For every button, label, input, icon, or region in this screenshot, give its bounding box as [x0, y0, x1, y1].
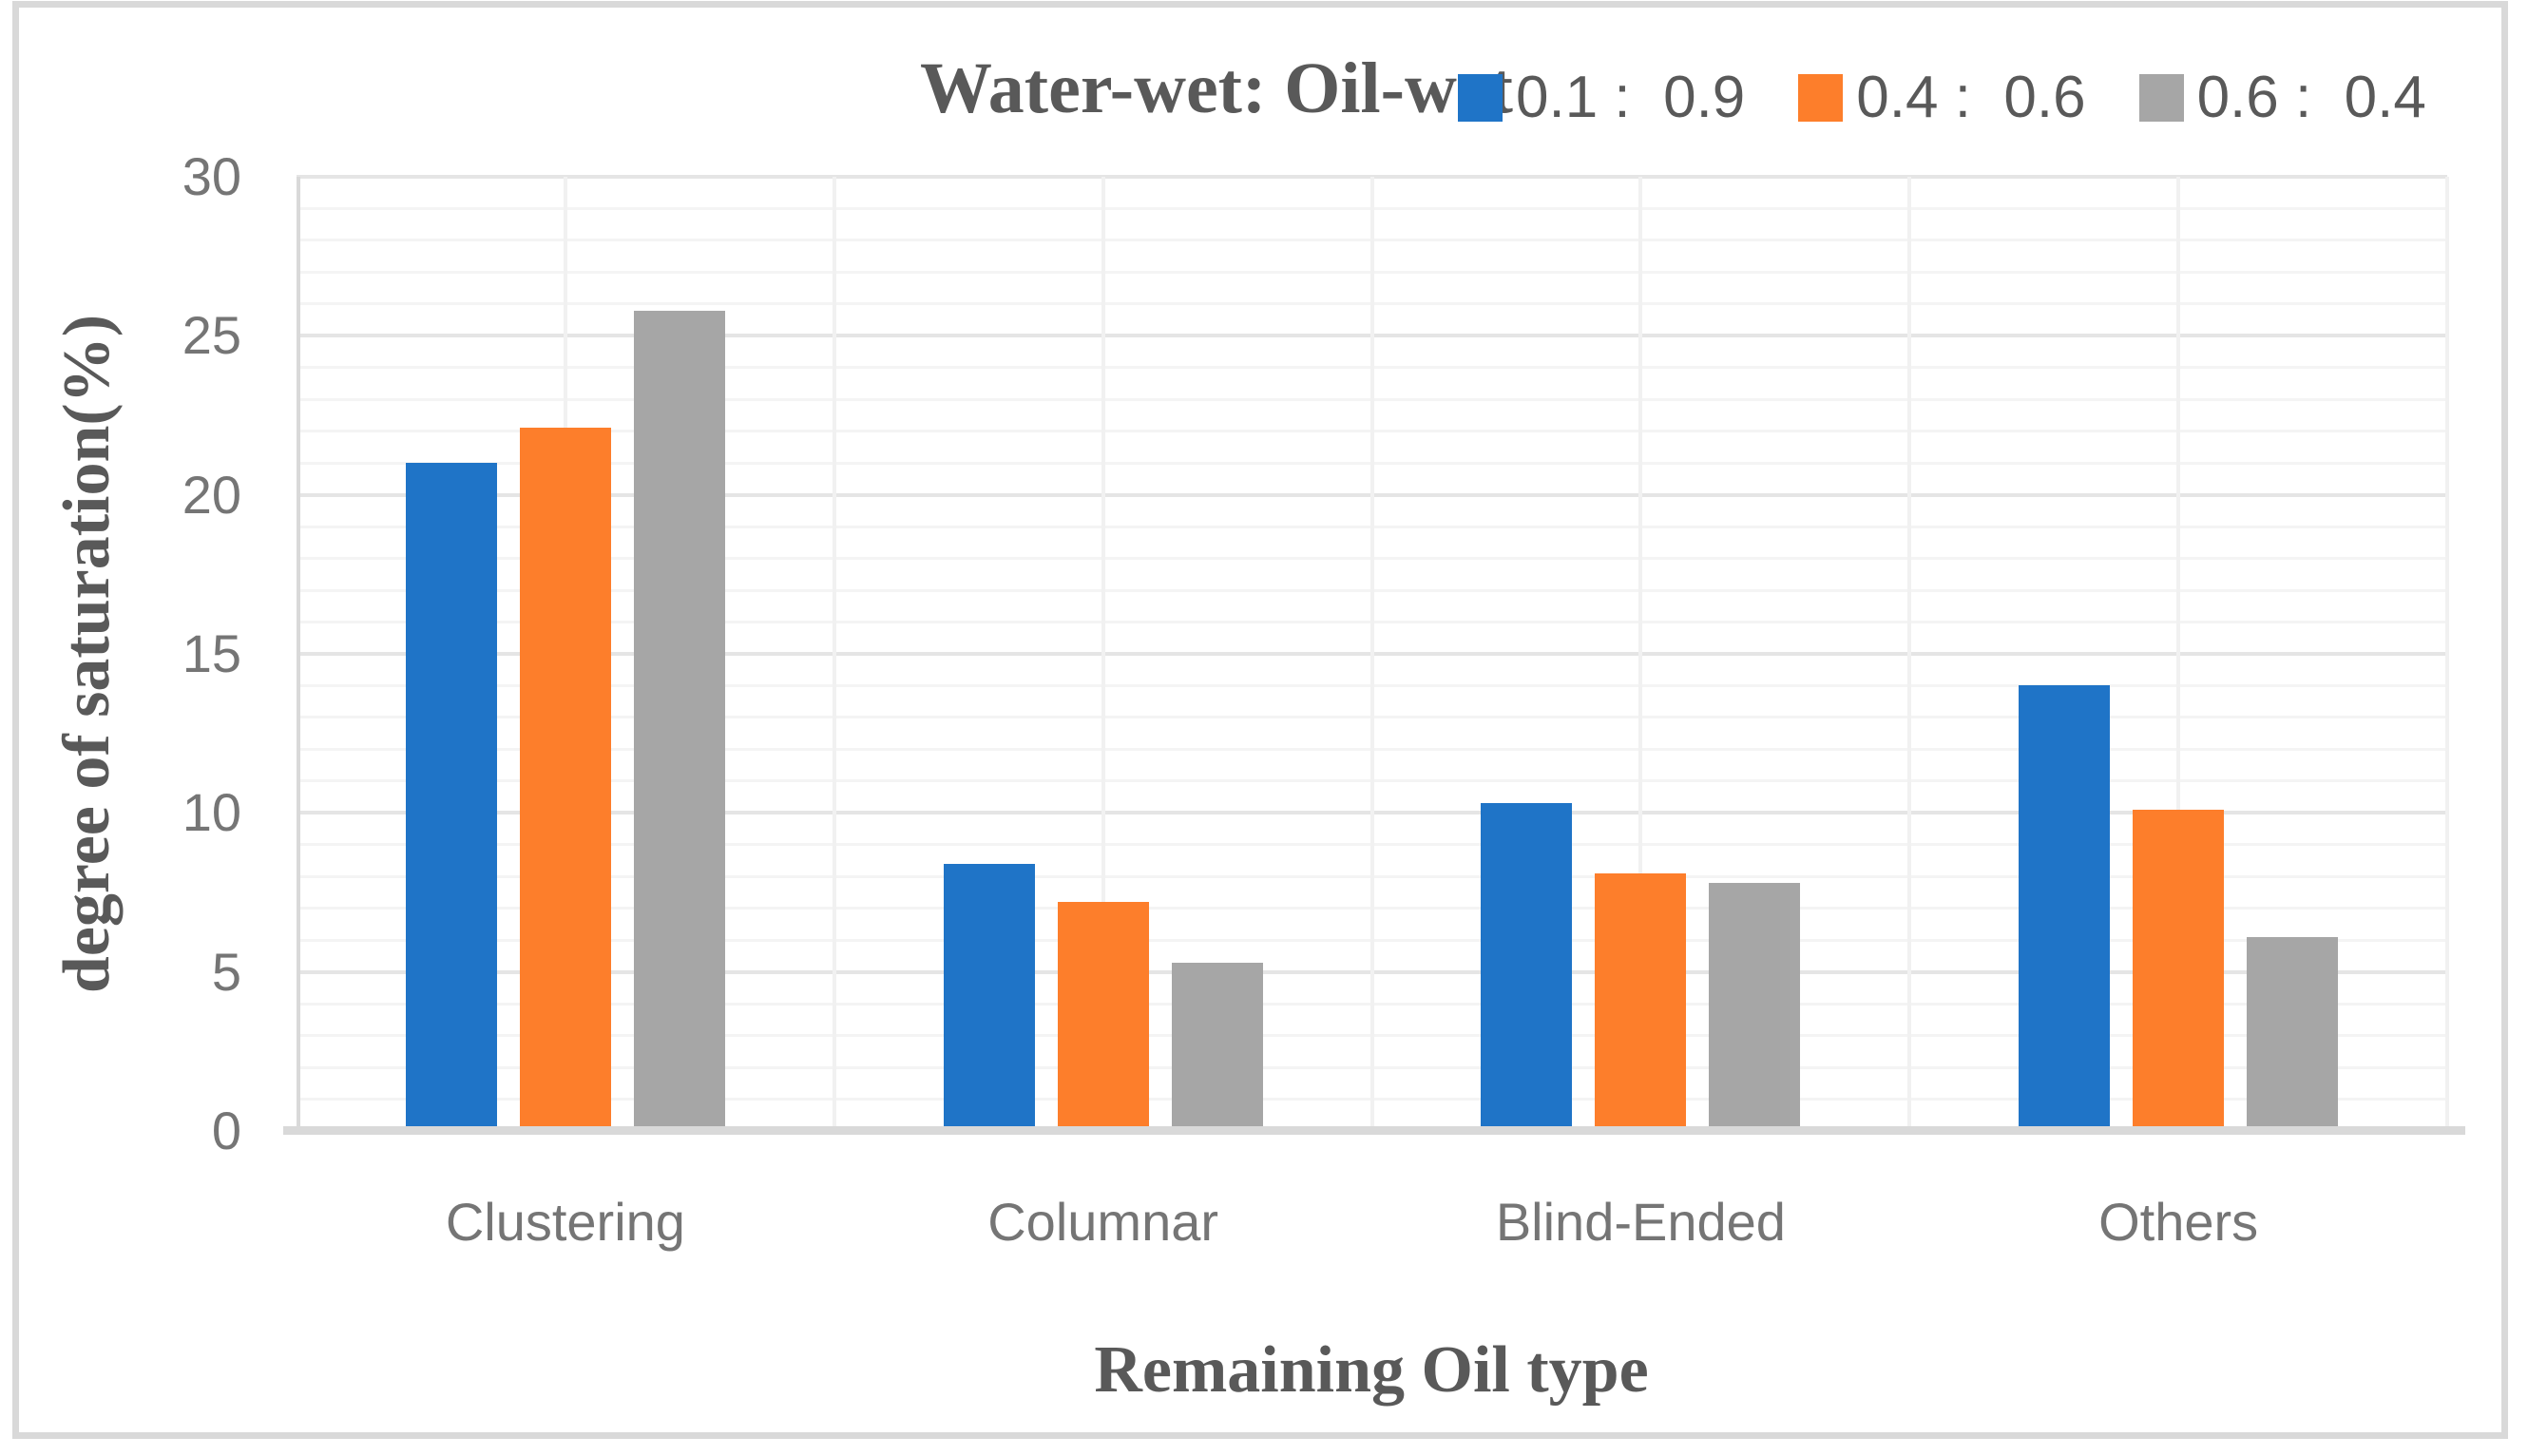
gray-square-swatch-icon — [2138, 74, 2184, 122]
legend-label-series-1: 0.1 : 0.9 — [1516, 65, 1746, 130]
x-category-label-clustering: Clustering — [445, 1192, 685, 1252]
legend-item-series-2: 0.4 : 0.6 — [1798, 65, 2086, 130]
bar-clustering-series-3 — [633, 310, 725, 1131]
legend: 0.1 : 0.9 0.4 : 0.6 0.6 : 0.4 — [1458, 68, 2426, 127]
y-tick-label-5: 5 — [211, 941, 241, 1002]
v-gridline — [1101, 177, 1105, 1131]
bar-columnar-series-3 — [1171, 962, 1263, 1131]
y-tick-label-15: 15 — [182, 623, 241, 683]
v-gridline — [2176, 177, 2181, 1131]
legend-item-series-3: 0.6 : 0.4 — [2138, 65, 2426, 130]
v-gridline — [1638, 177, 1643, 1131]
plot-right-border — [2445, 177, 2449, 1131]
x-category-label-columnar: Columnar — [987, 1192, 1219, 1252]
x-axis-line — [283, 1126, 2465, 1135]
v-gridline — [1907, 177, 1912, 1131]
y-axis-line — [297, 177, 300, 1135]
blue-square-swatch-icon — [1458, 74, 1503, 122]
bar-others-series-2 — [2133, 810, 2225, 1131]
v-gridline — [832, 177, 836, 1131]
bar-clustering-series-1 — [405, 463, 497, 1131]
bar-others-series-3 — [2247, 936, 2339, 1131]
chart-title: Water-wet: Oil-wet — [920, 48, 1513, 128]
y-axis-title: degree of saturation(%) — [50, 314, 124, 994]
x-category-label-blind-ended: Blind-Ended — [1495, 1192, 1786, 1252]
bar-clustering-series-2 — [519, 428, 611, 1131]
bar-blind-ended-series-1 — [1481, 803, 1573, 1131]
bar-columnar-series-1 — [943, 863, 1035, 1131]
bar-others-series-1 — [2019, 685, 2111, 1131]
legend-item-series-1: 0.1 : 0.9 — [1458, 68, 1745, 127]
orange-square-swatch-icon — [1798, 74, 1844, 122]
y-tick-label-20: 20 — [182, 464, 241, 525]
y-tick-label-0: 0 — [211, 1101, 241, 1160]
legend-label-series-3: 0.6 : 0.4 — [2196, 65, 2426, 130]
plot-area — [297, 175, 2449, 1131]
bar-columnar-series-2 — [1057, 902, 1149, 1131]
y-tick-label-30: 30 — [182, 146, 241, 206]
y-tick-label-10: 10 — [182, 782, 241, 843]
y-tick-label-25: 25 — [182, 305, 241, 366]
legend-label-series-2: 0.4 : 0.6 — [1856, 65, 2086, 130]
x-axis-title: Remaining Oil type — [1094, 1333, 1649, 1407]
bar-blind-ended-series-3 — [1709, 882, 1801, 1131]
v-gridline — [1369, 177, 1374, 1131]
bar-blind-ended-series-2 — [1595, 872, 1687, 1131]
x-category-label-others: Others — [2098, 1192, 2259, 1252]
